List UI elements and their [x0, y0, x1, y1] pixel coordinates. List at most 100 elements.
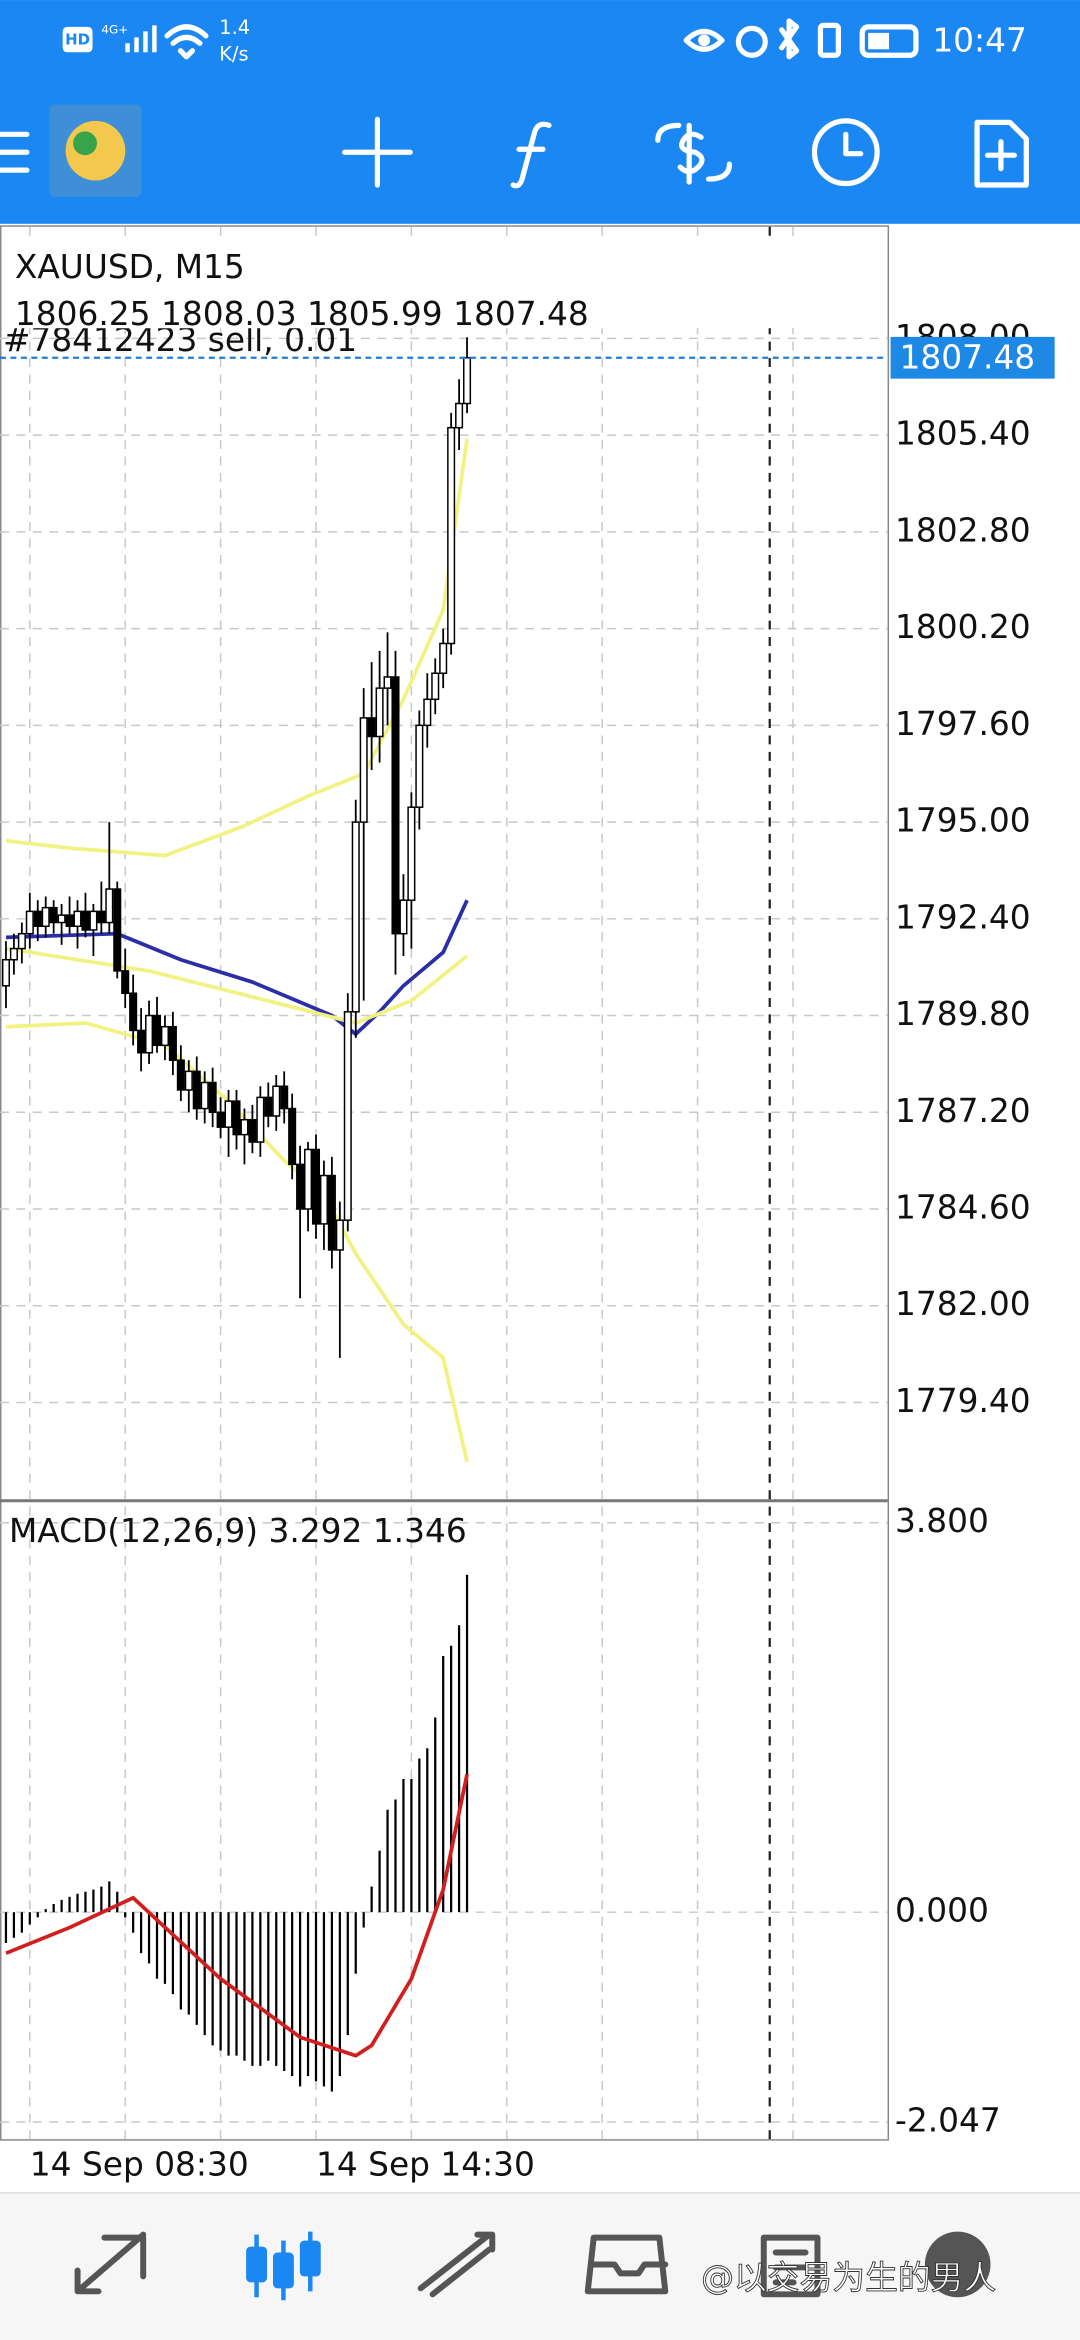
candle-body [129, 992, 138, 1032]
candle-body [25, 910, 34, 935]
candle-body [200, 1081, 209, 1110]
y-tick-label: 1805.40 [895, 415, 1031, 453]
candle-body [113, 888, 122, 972]
y-tick-label: 1800.20 [895, 608, 1031, 646]
candle-body [160, 1025, 169, 1047]
indicators-button[interactable] [510, 121, 552, 189]
header-backdrop [2, 241, 884, 329]
candle-body [152, 1014, 162, 1047]
wifi-icon [164, 24, 209, 60]
candle-body [240, 1118, 249, 1136]
chart-tab-body [299, 2240, 321, 2277]
candle-body [176, 1059, 185, 1091]
candle-body [367, 717, 376, 738]
candle-body [311, 1148, 321, 1225]
candle-body [73, 910, 82, 928]
candle-body [145, 1014, 154, 1054]
candle-body [208, 1081, 217, 1114]
quotes-tab[interactable] [74, 2231, 147, 2295]
plot [0, 337, 888, 2092]
speed-value: 1.4 [219, 16, 250, 39]
candle-body [399, 899, 408, 935]
candle-body [81, 910, 90, 931]
candle-body [383, 676, 392, 689]
macd-title: MACD(12,26,9) [9, 1512, 258, 1550]
price-tag [890, 336, 1055, 379]
bottom-nav [0, 2192, 1080, 2340]
candle-body [9, 947, 18, 961]
candle-body [407, 806, 416, 901]
vibrate-icon [817, 22, 841, 58]
candle-body [192, 1070, 201, 1110]
ohlc-readout: 1806.25 1808.03 1805.99 1807.48 [15, 294, 589, 332]
candle-body [105, 888, 114, 924]
messages-tab[interactable] [924, 2231, 991, 2298]
symbol-title: XAUUSD, M15 [15, 248, 245, 286]
y-tick-label: 1787.20 [895, 1092, 1031, 1130]
candle-body [423, 698, 432, 727]
y-tick-label: 0.000 [895, 1892, 989, 1930]
clock-hands [843, 131, 864, 157]
high-value: 1808.03 [161, 294, 297, 332]
crosshair-button[interactable] [341, 116, 413, 188]
close-value: 1807.48 [453, 294, 589, 332]
macd-readout: MACD(12,26,9) 3.292 1.346 [9, 1512, 467, 1550]
candle-body [335, 1219, 344, 1251]
chart-tab[interactable] [246, 2231, 321, 2301]
history-tab[interactable] [584, 2234, 669, 2295]
chart-tab-body [272, 2252, 294, 2289]
candle-body [17, 932, 26, 950]
candle-body [224, 1100, 233, 1128]
candle-body [97, 910, 106, 924]
signal-line [5, 1773, 469, 2058]
hd-badge [62, 26, 93, 53]
candle-body [304, 1148, 313, 1210]
eye-pupil [698, 34, 711, 47]
network-label: 4G+ [101, 22, 128, 36]
candle-body [216, 1111, 225, 1128]
open-value: 1806.25 [15, 294, 151, 332]
candle-body [319, 1174, 328, 1225]
y-tick-label: -2.047 [895, 2101, 1001, 2139]
candle-body [41, 906, 50, 928]
price-tag-label: 1807.48 [900, 339, 1036, 377]
candle-body [351, 821, 360, 1013]
signal-value: 1.346 [373, 1512, 467, 1550]
low-value: 1805.99 [307, 294, 443, 332]
y-tick-label: 1797.60 [895, 705, 1031, 743]
candle-body [280, 1085, 289, 1110]
speed-unit: K/s [219, 43, 248, 66]
candle-body [359, 717, 368, 823]
period-button[interactable] [811, 118, 880, 187]
battery-icon [859, 24, 919, 58]
y-tick-label: 1784.60 [895, 1189, 1031, 1227]
trade-button[interactable] [655, 122, 733, 185]
candle-body [455, 402, 464, 429]
y-tick-label: 3.800 [895, 1502, 989, 1540]
candle-body [272, 1085, 281, 1117]
y-tick-label: 1792.40 [895, 898, 1031, 936]
logo-land [73, 131, 97, 156]
candle-body [168, 1025, 177, 1061]
toolbar [0, 104, 1029, 197]
candle-body [439, 642, 448, 675]
new-order-button[interactable] [974, 119, 1029, 188]
status-bar: HD 4G+ 1.4 K/s 10:47 [62, 16, 1027, 66]
y-tick-label: 1779.40 [895, 1382, 1031, 1420]
candle-body [49, 906, 58, 924]
candle-body [264, 1096, 273, 1117]
candle-body [57, 914, 66, 924]
candle-body [121, 970, 130, 994]
battery-level [868, 32, 890, 50]
x-tick-label: 14 Sep 14:30 [316, 2146, 535, 2184]
news-tab[interactable] [760, 2234, 821, 2298]
menu-button[interactable] [0, 131, 30, 173]
candle-body [288, 1107, 297, 1166]
candle-body [463, 357, 472, 405]
grid [0, 226, 888, 2140]
axes: 1808.001805.401802.801800.201797.601795.… [30, 318, 1055, 2184]
trade-tab[interactable] [417, 2231, 496, 2298]
overlay-line [5, 438, 469, 858]
